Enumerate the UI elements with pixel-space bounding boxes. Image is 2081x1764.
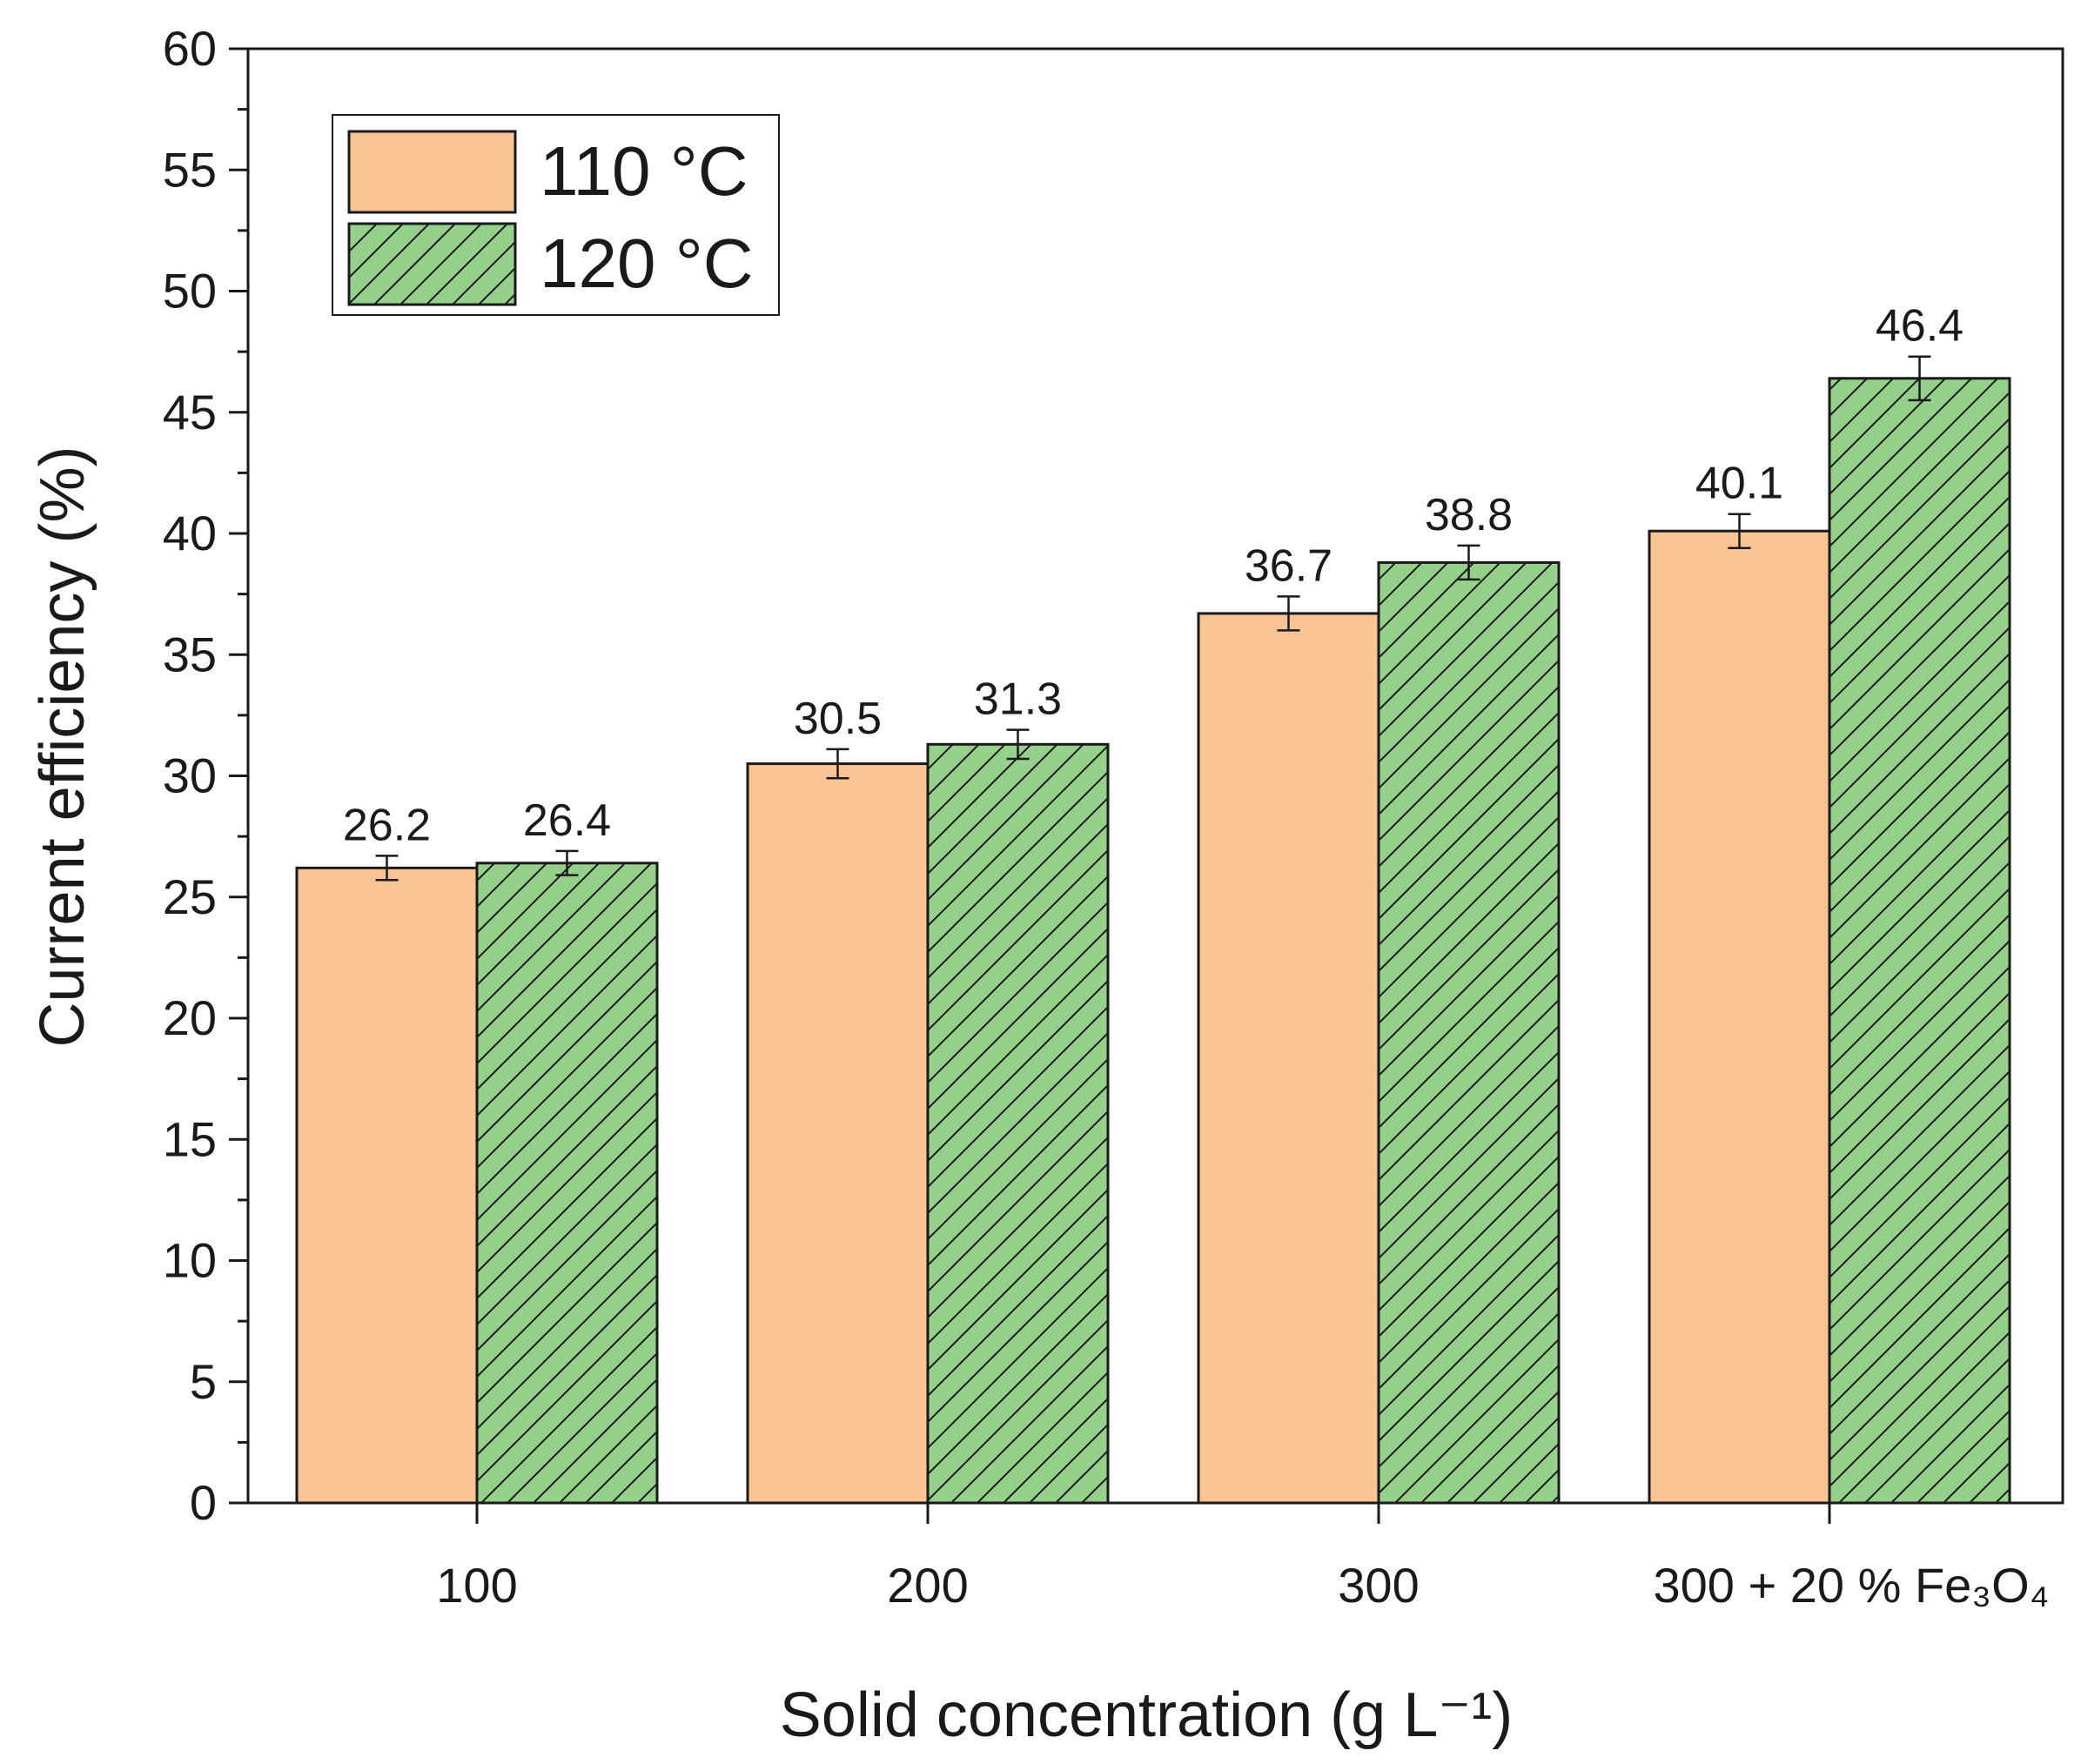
y-tick-label: 25: [163, 869, 217, 924]
bar-120-1: [926, 742, 1110, 1505]
y-tick-label: 20: [163, 990, 217, 1045]
x-tick-label: 300 + 20 % Fe₃O₄: [1653, 1558, 2049, 1613]
y-tick-label: 0: [190, 1475, 217, 1530]
y-tick-label: 10: [163, 1233, 217, 1288]
bar-110-1: [746, 762, 930, 1505]
y-tick-label: 40: [163, 506, 217, 560]
data-label: 30.5: [794, 694, 882, 744]
y-tick-label: 60: [163, 21, 217, 76]
legend: 110 °C 120 °C: [332, 114, 780, 316]
bar-110-3: [1648, 529, 1831, 1505]
x-tick-label: 200: [887, 1558, 968, 1613]
y-tick-label: 15: [163, 1111, 217, 1166]
data-label: 36.7: [1245, 540, 1333, 591]
legend-swatch-110: [347, 130, 517, 214]
bars-layer: [295, 355, 2011, 1505]
x-axis-title: Solid concentration (g L⁻¹): [780, 1680, 1513, 1750]
y-tick-label: 45: [163, 385, 217, 439]
bar-120-3: [1828, 377, 2011, 1505]
y-tick-label: 50: [163, 264, 217, 319]
data-label: 26.4: [523, 795, 611, 846]
legend-label-120: 120 °C: [540, 225, 753, 302]
bar-120-2: [1377, 560, 1561, 1505]
y-tick-label: 35: [163, 627, 217, 681]
y-tick-label: 5: [190, 1354, 217, 1409]
axis-ticks: 0 5 10 15 20 25 30 35 40 45 50 55 60 100 200 300 300 + 2…: [163, 21, 2050, 1613]
x-tick-label: 300: [1338, 1558, 1419, 1613]
y-tick-label: 30: [163, 748, 217, 803]
data-label: 26.2: [343, 800, 431, 850]
legend-swatch-120: [347, 222, 517, 306]
legend-label-110: 110 °C: [540, 132, 748, 210]
y-axis-title: Current efficiency (%): [28, 446, 97, 1048]
x-tick-label: 100: [436, 1558, 517, 1613]
bar-110-2: [1197, 612, 1380, 1505]
data-label: 46.4: [1876, 301, 1964, 352]
data-label: 40.1: [1695, 459, 1783, 509]
bar-120-0: [475, 862, 659, 1505]
data-label: 31.3: [974, 674, 1062, 725]
data-labels: 26.2 26.4 30.5 31.3 36.7 38.8 40.1 46.4: [343, 301, 1964, 851]
y-tick-label: 55: [163, 142, 217, 197]
bar-110-0: [295, 866, 479, 1505]
data-label: 38.8: [1425, 490, 1513, 540]
